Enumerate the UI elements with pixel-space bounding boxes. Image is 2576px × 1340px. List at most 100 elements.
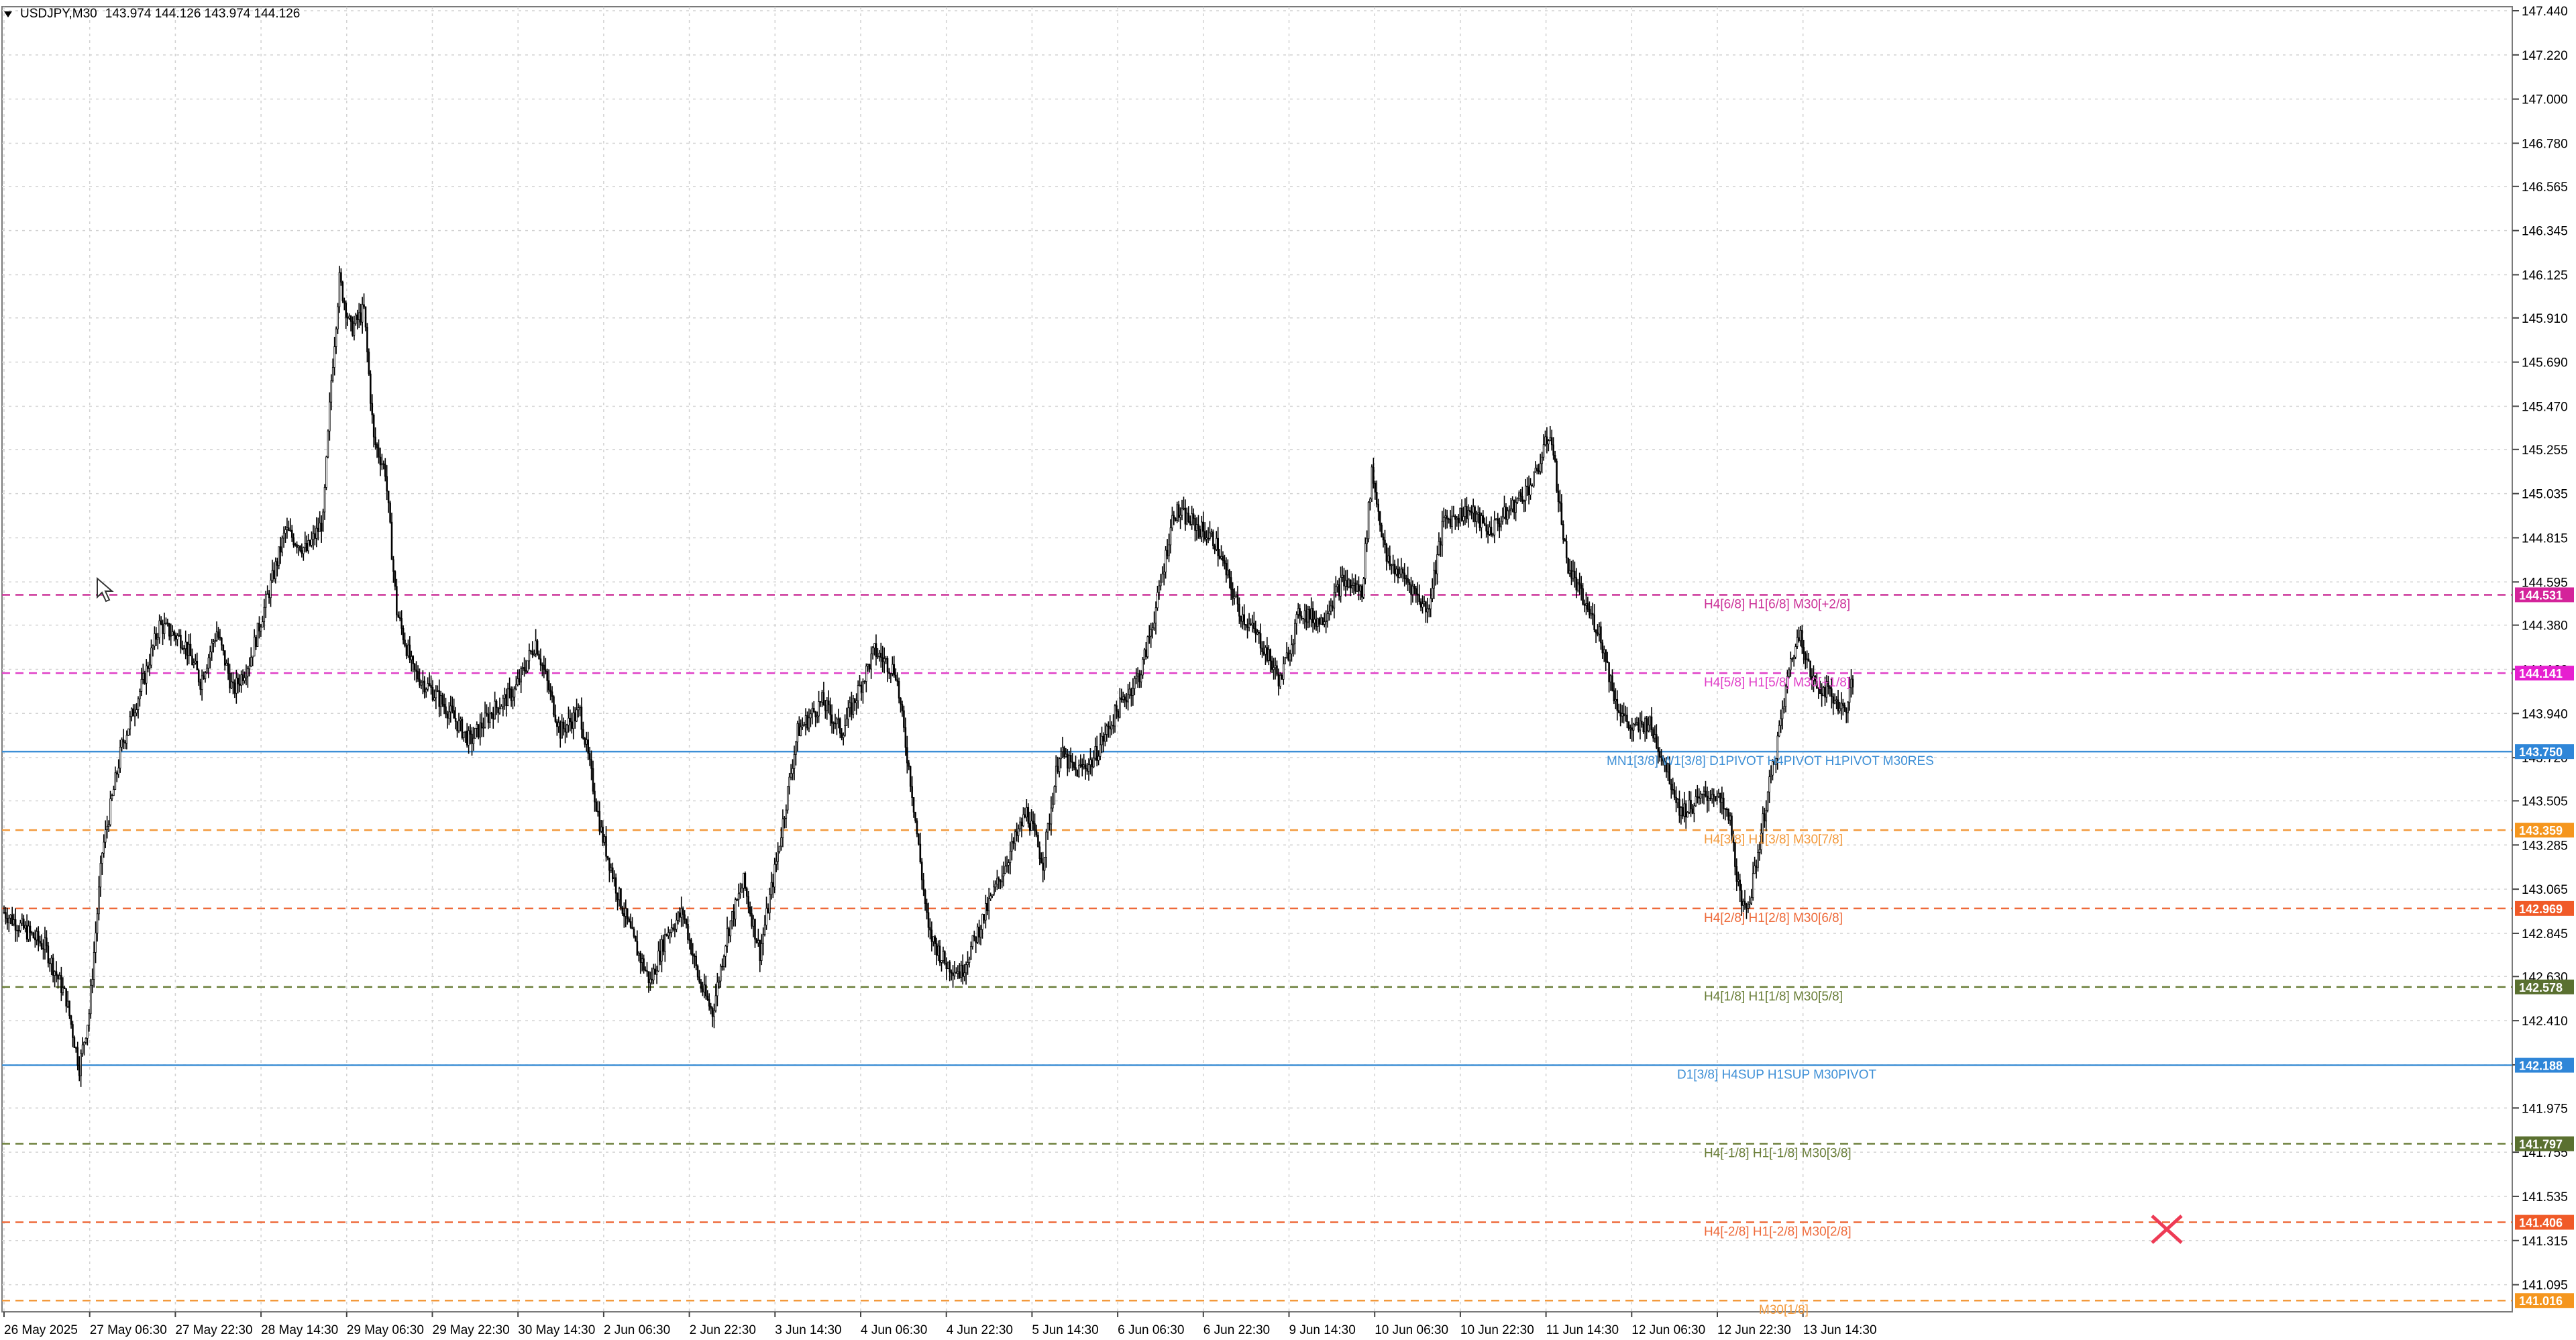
candle [1457,514,1460,531]
candle [420,680,423,690]
close-cross-icon[interactable] [2151,1215,2183,1244]
candle [1595,629,1597,643]
candle [484,701,486,729]
candle [480,712,483,737]
candle [63,985,66,989]
candle [274,557,277,584]
candle [520,666,523,694]
candle [698,970,700,984]
candle [238,674,241,692]
candle [331,358,334,383]
level-price-tag [2515,1293,2574,1308]
candle [323,484,326,520]
time-tick-label: 6 Jun 22:30 [1203,1323,1270,1337]
candle [1181,499,1183,521]
candle [247,666,249,688]
candle [824,700,826,719]
candle [1444,509,1447,529]
candle [381,454,383,470]
candle [245,664,248,686]
candle [693,953,696,968]
candle [93,941,95,988]
candle [568,706,570,733]
candle [1708,790,1710,812]
level-price-tag-text: 143.359 [2519,824,2563,837]
candle [1650,707,1653,737]
candle [1382,533,1385,548]
price-tick-label: 147.440 [2522,5,2568,19]
candle [518,669,521,686]
candle [132,704,134,717]
candle [423,676,426,699]
chart-header: USDJPY,M30 143.974 144.126 143.974 144.1… [4,7,300,21]
candle [174,632,177,646]
candle [1281,673,1283,680]
candle [1292,638,1295,657]
candle [16,925,18,942]
ohlc-values: 143.974 144.126 143.974 144.126 [105,7,301,21]
candle [1071,753,1073,772]
candle [638,951,640,962]
candle [853,698,856,711]
candle [1132,678,1134,706]
time-tick-label: 29 May 22:30 [433,1323,510,1337]
candle [1683,792,1686,823]
candle [1701,793,1703,804]
candle [1192,508,1195,526]
candle [1717,788,1720,798]
candle [1629,724,1631,739]
price-tick-label: 145.690 [2522,356,2568,370]
candle [1709,789,1712,802]
candle [46,930,48,953]
price-tick-label: 143.505 [2522,794,2568,809]
level-price-tag [2515,1136,2574,1151]
candle [1297,603,1299,619]
candle [96,907,99,942]
candle [415,661,417,683]
candle [233,679,236,699]
candle [76,1041,79,1071]
candle [973,930,975,941]
candle [1505,503,1507,525]
candle [1850,668,1852,698]
candle [952,965,954,988]
candle [1352,578,1355,596]
candle [1399,566,1401,578]
candle [1743,890,1746,910]
candle [492,707,494,729]
candle [352,316,354,337]
candle [1233,588,1236,605]
candle [98,876,100,921]
candle [137,696,140,719]
candle [500,704,502,709]
candle [860,681,863,701]
candle [998,876,1000,889]
candle [104,820,107,849]
candle [1030,809,1032,831]
candle [85,1037,87,1045]
candle [273,562,275,582]
candle [885,656,887,664]
candle [58,972,61,980]
candle [1246,618,1248,639]
candle [790,764,792,780]
candle [1065,748,1067,758]
candle [961,954,964,985]
candle [1248,613,1250,631]
candle [341,280,344,303]
candle [360,303,362,326]
candle [299,545,301,553]
candle [1667,762,1669,781]
candle [875,634,877,666]
candle [340,268,342,286]
candle [947,961,949,970]
symbol-label: USDJPY,M30 [20,7,97,21]
chevron-down-icon[interactable] [4,11,12,17]
candle [1843,703,1846,712]
candle [1107,721,1110,738]
time-tick-label: 30 May 14:30 [518,1323,595,1337]
candle [1801,625,1803,654]
candle [1821,683,1823,707]
candle [767,903,769,914]
